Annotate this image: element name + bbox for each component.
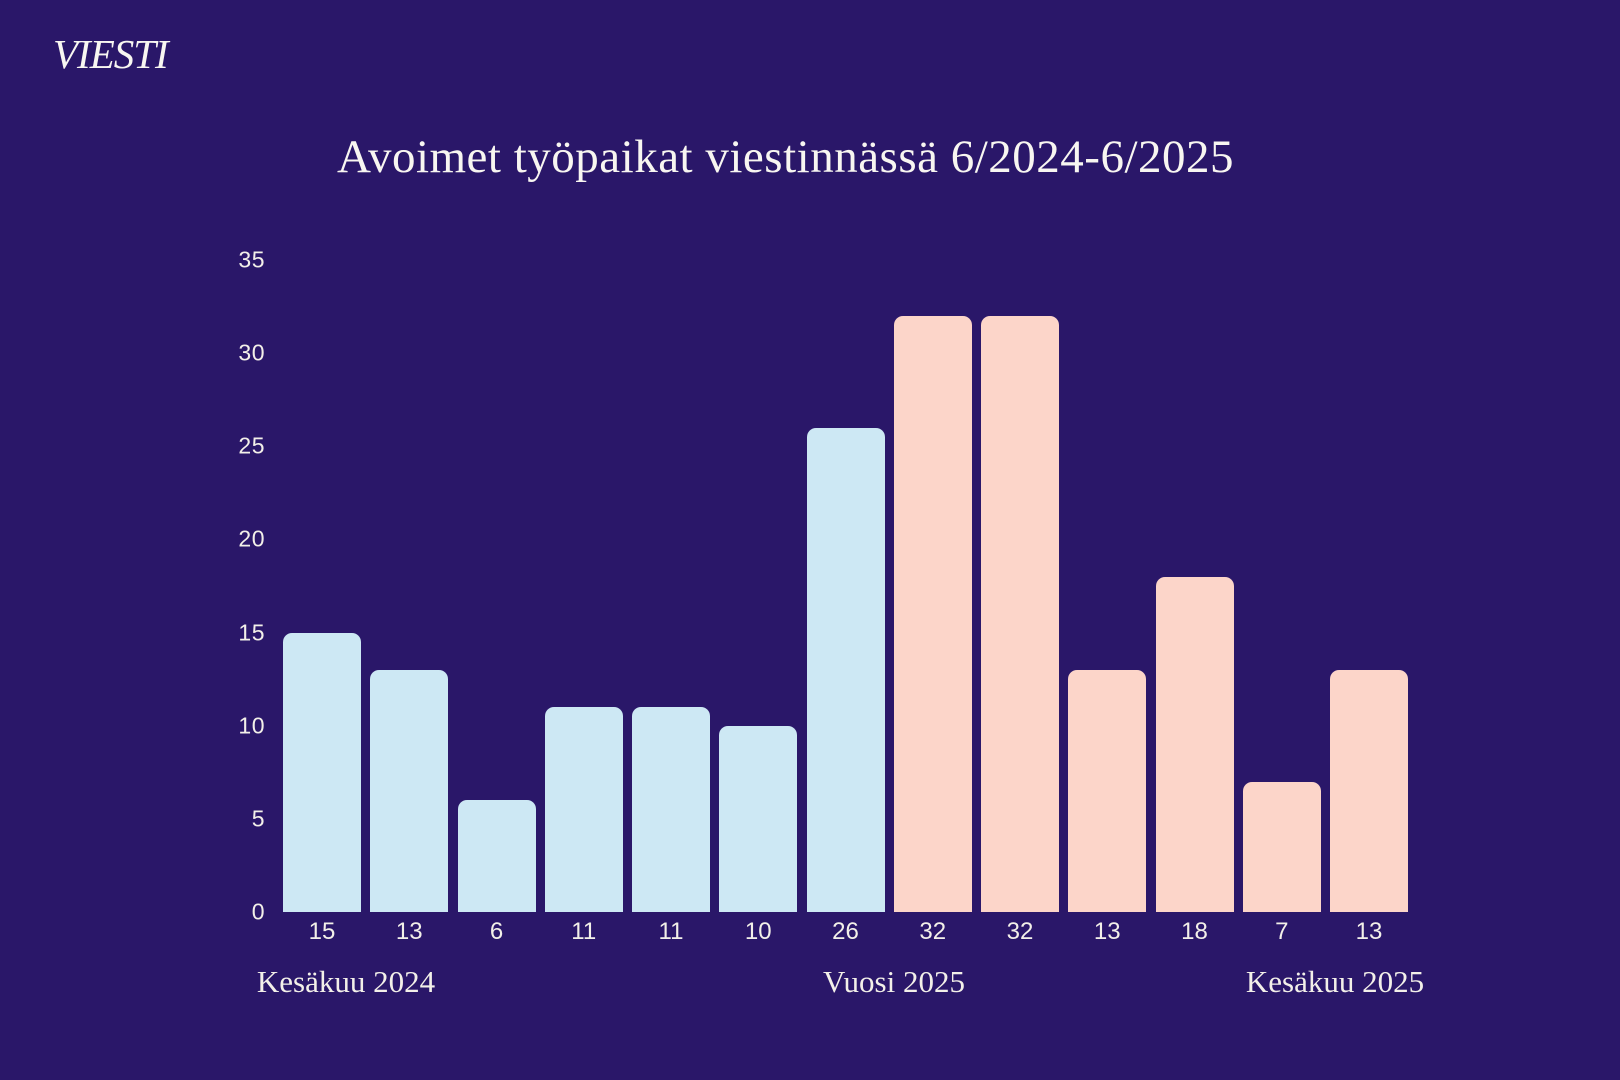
period-label: Vuosi 2025 — [823, 964, 965, 999]
chart-title: Avoimet työpaikat viestinnässä 6/2024-6/… — [336, 131, 1235, 183]
bar-rect — [283, 633, 361, 912]
period-label: Kesäkuu 2025 — [1245, 964, 1425, 999]
bar-rect — [981, 316, 1059, 912]
bar-rect — [806, 428, 885, 912]
bar-value-label: 18 — [1181, 918, 1208, 945]
bar: 15 — [283, 260, 361, 945]
bar-value-label: 13 — [395, 918, 423, 945]
bar: 13 — [1068, 260, 1147, 945]
bar: 11 — [632, 260, 710, 945]
bar-rect — [457, 800, 536, 912]
bar: 13 — [1330, 260, 1408, 945]
bar-value-label: 13 — [1093, 918, 1121, 945]
y-tick-label: 5 — [251, 805, 265, 832]
bar-rect — [1242, 782, 1321, 912]
bar: 7 — [1242, 260, 1321, 945]
bar-value-label: 11 — [571, 918, 597, 945]
bar: 26 — [806, 260, 885, 945]
bar-rect — [1155, 577, 1234, 912]
bar-value-label: 10 — [744, 918, 772, 945]
y-tick-label: 20 — [238, 525, 265, 552]
y-tick-label: 10 — [238, 712, 265, 739]
bar: 6 — [457, 260, 536, 945]
y-axis: 35 30 25 20 15 10 5 0 — [0, 248, 265, 923]
bar-rect — [1068, 670, 1147, 912]
brand-logo: VIESTI — [53, 31, 169, 77]
bar-value-label: 6 — [489, 918, 504, 945]
bar-rect — [719, 726, 798, 912]
y-tick-label: 35 — [238, 246, 265, 273]
plot-area: 15 13 6 11 11 10 26 32 32 13 18 7 13 — [283, 260, 1408, 945]
bar-value-label: 15 — [308, 918, 336, 945]
bar-value-label: 11 — [658, 918, 684, 945]
bar-value-label: 26 — [832, 918, 859, 945]
bar-rect — [1330, 670, 1408, 912]
bar-rect — [893, 316, 972, 912]
bar-value-label: 32 — [919, 918, 947, 945]
period-label: Kesäkuu 2024 — [256, 964, 436, 999]
y-tick-label: 25 — [238, 432, 265, 459]
x-axis-period-labels: Kesäkuu 2024 Vuosi 2025 Kesäkuu 2025 — [0, 963, 1620, 1009]
y-tick-label: 0 — [251, 898, 265, 925]
bar-value-label: 7 — [1275, 918, 1289, 945]
y-tick-label: 30 — [238, 339, 265, 366]
bar: 13 — [370, 260, 449, 945]
bar-rect — [632, 707, 710, 912]
bar-rect — [544, 707, 623, 912]
bar: 32 — [981, 260, 1059, 945]
bar-value-label: 13 — [1355, 918, 1383, 945]
bar-value-label: 32 — [1006, 918, 1034, 945]
bar: 11 — [544, 260, 623, 945]
bar: 32 — [893, 260, 972, 945]
bar: 10 — [719, 260, 798, 945]
y-tick-label: 15 — [238, 619, 265, 646]
bar: 18 — [1155, 260, 1234, 945]
bar-rect — [370, 670, 449, 912]
